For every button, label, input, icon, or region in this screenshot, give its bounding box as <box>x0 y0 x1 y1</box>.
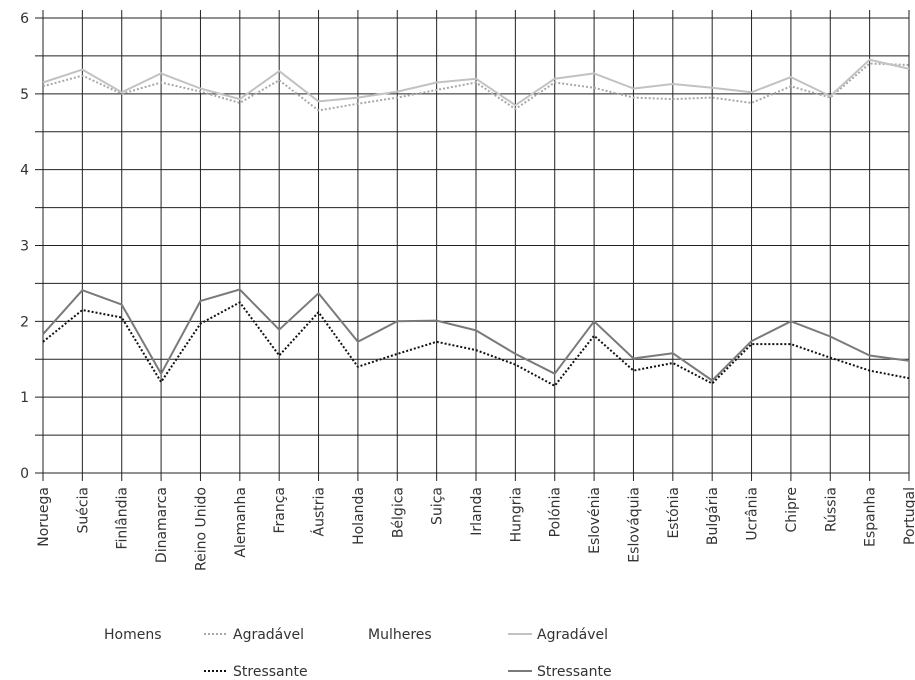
x-category-label: Irlanda <box>469 487 485 536</box>
grid <box>35 10 910 481</box>
x-category-label: Dinamarca <box>154 487 170 563</box>
x-category-label: Bulgária <box>705 487 721 545</box>
y-tick-label: 0 <box>20 466 29 482</box>
legend-group-men: Homens <box>104 627 162 643</box>
x-category-label: Suiça <box>430 487 446 525</box>
x-category-label: Chipre <box>784 487 800 533</box>
x-category-label: Espanha <box>863 487 879 547</box>
x-category-label: Holanda <box>351 487 367 545</box>
x-category-label: Rússia <box>823 487 839 532</box>
y-tick-label: 1 <box>20 390 29 406</box>
x-category-label: Suécia <box>75 487 91 534</box>
x-category-label: Ucrânia <box>745 487 761 541</box>
y-tick-label: 4 <box>20 163 29 179</box>
series-line-homens-stressante <box>42 301 910 387</box>
legend: Homens Mulheres Agradável Stressante Agr… <box>104 627 612 680</box>
x-category-label: Áustria <box>311 487 328 536</box>
legend-label-women-agradavel: Agradável <box>537 627 608 643</box>
x-category-label: Hungria <box>508 487 524 542</box>
x-category-label: Estónia <box>666 487 682 539</box>
series-line-homens-agradavel <box>42 62 910 112</box>
series-lines <box>42 58 910 387</box>
x-category-label: Finlândia <box>115 487 131 550</box>
x-category-label: Polónia <box>548 487 564 537</box>
x-category-label: França <box>272 487 288 534</box>
series-line-mulheres-agradavel <box>42 58 910 107</box>
series-line-mulheres-stressante <box>42 288 910 382</box>
x-category-label: Eslováquia <box>626 487 642 563</box>
x-category-label: Noruega <box>36 487 52 547</box>
x-category-label: Bélgica <box>390 487 406 538</box>
y-tick-label: 3 <box>20 239 29 255</box>
x-axis-labels: Noruega Suécia Finlândia Dinamarca Reino Uni… <box>36 487 915 571</box>
legend-group-women: Mulheres <box>368 627 432 643</box>
y-tick-label: 6 <box>20 11 29 27</box>
y-tick-label: 5 <box>20 87 29 103</box>
x-category-label: Reino Unido <box>193 487 209 571</box>
x-category-label: Portugal <box>902 487 915 545</box>
y-tick-label: 2 <box>20 314 29 330</box>
legend-label-men-agradavel: Agradável <box>233 627 304 643</box>
x-category-label: Alemanha <box>233 487 249 558</box>
legend-label-men-stressante: Stressante <box>233 664 308 680</box>
legend-label-women-stressante: Stressante <box>537 664 612 680</box>
y-axis-ticks: 0 1 2 3 4 5 6 <box>20 11 29 482</box>
x-category-label: Eslovénia <box>587 487 603 554</box>
